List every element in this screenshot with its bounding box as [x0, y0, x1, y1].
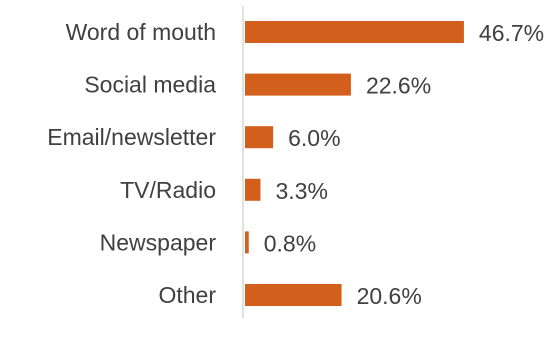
bar: [245, 284, 342, 306]
category-label: Newspaper: [100, 229, 217, 255]
bar: [245, 126, 274, 149]
data-label: 6.0%: [288, 125, 340, 151]
bar: [245, 231, 249, 254]
category-label: Email/newsletter: [47, 124, 216, 150]
bars: [245, 21, 464, 306]
data-label: 46.7%: [479, 20, 544, 46]
category-label: TV/Radio: [120, 177, 216, 203]
bar: [245, 178, 261, 201]
data-label: 22.6%: [366, 73, 431, 99]
data-label: 20.6%: [357, 283, 422, 309]
category-label: Other: [158, 282, 216, 308]
data-label: 0.8%: [264, 230, 316, 256]
category-labels: Word of mouth Social media Email/newslette…: [47, 19, 216, 308]
bar: [245, 21, 464, 43]
category-label: Social media: [84, 72, 216, 98]
data-label: 3.3%: [275, 178, 327, 204]
category-label: Word of mouth: [66, 19, 216, 45]
value-labels: 46.7% 22.6% 6.0% 3.3% 0.8% 20.6%: [264, 20, 544, 309]
bar: [245, 73, 351, 96]
